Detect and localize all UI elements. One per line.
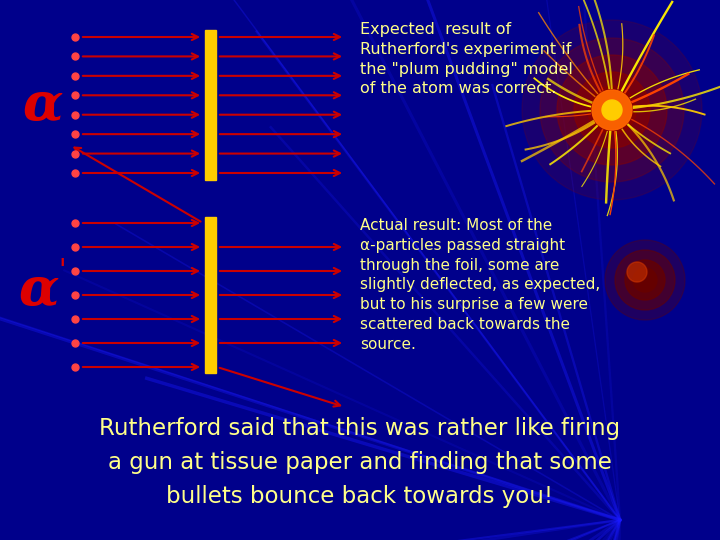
Text: Expected  result of
Rutherford's experiment if
the "plum pudding" model
of the a: Expected result of Rutherford's experime…	[360, 22, 573, 97]
Circle shape	[588, 86, 636, 134]
Circle shape	[602, 100, 622, 120]
Circle shape	[625, 260, 665, 300]
Text: Actual result: Most of the
α‐particles passed straight
through the foil, some ar: Actual result: Most of the α‐particles p…	[360, 218, 600, 352]
Text: α: α	[22, 79, 63, 131]
Circle shape	[633, 268, 657, 292]
Circle shape	[574, 72, 650, 148]
Text: α: α	[18, 265, 58, 315]
Text: Rutherford said that this was rather like firing: Rutherford said that this was rather lik…	[99, 416, 621, 440]
Circle shape	[522, 20, 702, 200]
Circle shape	[605, 240, 685, 320]
Circle shape	[592, 90, 632, 130]
Circle shape	[557, 55, 667, 165]
Circle shape	[615, 250, 675, 310]
Circle shape	[627, 262, 647, 282]
Text: ': '	[58, 257, 66, 285]
Text: bullets bounce back towards you!: bullets bounce back towards you!	[166, 484, 554, 508]
Bar	[205, 217, 216, 373]
Text: a gun at tissue paper and finding that some: a gun at tissue paper and finding that s…	[108, 450, 612, 474]
Circle shape	[540, 38, 684, 182]
Bar	[205, 30, 216, 180]
